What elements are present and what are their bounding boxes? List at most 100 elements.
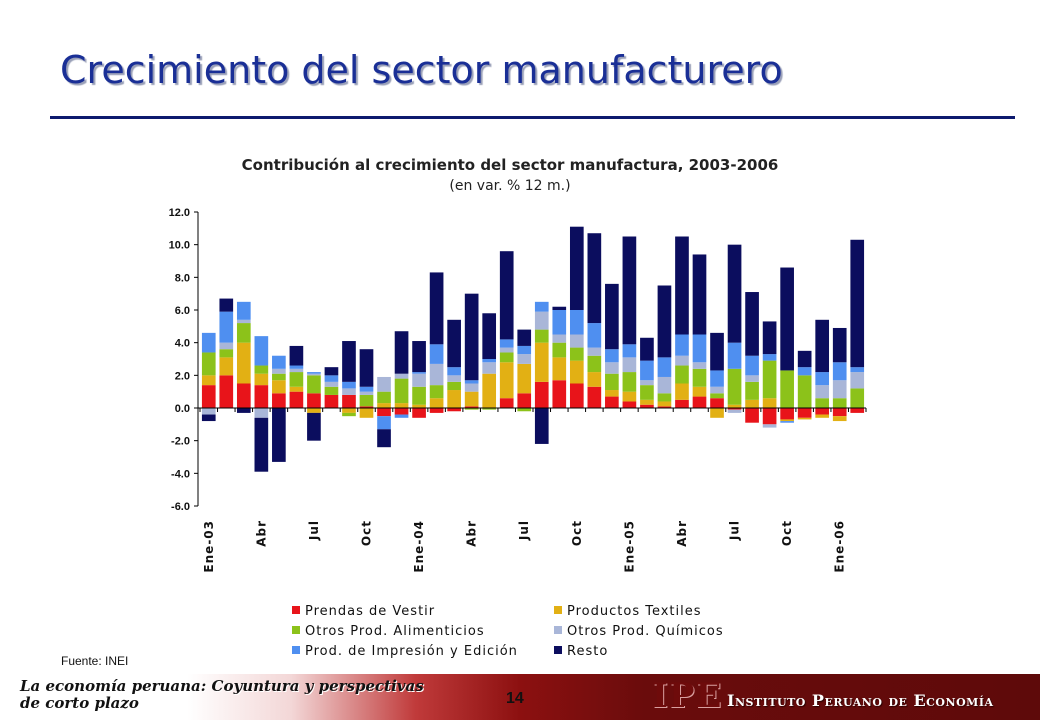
bar-segment-5-3	[236, 301, 251, 320]
legend-label: Prod. de Impresión y Edición	[305, 644, 518, 659]
bar-segment-1-11	[377, 408, 391, 417]
bar-segment-2-15	[447, 390, 461, 408]
bar-segment-3-4	[254, 365, 269, 374]
x-tick-label: Oct	[570, 520, 584, 546]
bar-segment-6-14	[429, 272, 444, 345]
bar-segment-4-2	[219, 342, 234, 350]
x-tick-label: Ene-03	[202, 520, 216, 573]
x-tick-label: Oct	[360, 520, 374, 546]
bar-segment-3-5	[272, 373, 286, 381]
bar-segment-6-6	[289, 345, 304, 366]
bar-segment-4-19	[517, 354, 532, 364]
bar-segment-2-32	[745, 399, 759, 408]
y-tick-label: -6.0	[171, 501, 190, 513]
bar-segment-2-35	[797, 417, 812, 420]
legend-swatch	[292, 626, 300, 634]
bar-segment-6-4	[254, 417, 269, 472]
bar-segment-1-35	[797, 408, 812, 418]
bar-segment-2-25	[622, 391, 637, 402]
bar-segment-6-20	[534, 408, 549, 444]
bar-segment-6-1	[201, 414, 216, 422]
bar-segment-5-19	[517, 345, 532, 355]
bar-segment-1-23	[587, 386, 602, 408]
bar-segment-4-20	[534, 311, 549, 330]
bar-segment-1-28	[675, 399, 689, 408]
bar-segment-3-33	[762, 360, 777, 399]
bar-segment-4-3	[236, 319, 251, 324]
bar-segment-4-28	[675, 355, 689, 366]
bar-segment-1-10	[359, 406, 374, 408]
bar-segment-5-38	[850, 367, 865, 373]
bar-segment-2-28	[675, 383, 689, 400]
bar-segment-5-14	[429, 344, 444, 364]
bar-segment-3-20	[534, 329, 549, 343]
bar-segment-2-31	[727, 404, 742, 408]
bar-segment-3-2	[219, 349, 234, 358]
bar-segment-6-23	[587, 233, 602, 324]
bar-segment-5-33	[762, 354, 777, 361]
bar-segment-3-23	[587, 355, 602, 373]
bar-segment-5-23	[587, 323, 602, 348]
bar-segment-4-9	[342, 388, 356, 395]
bar-segment-2-22	[569, 360, 584, 384]
page-number: 14	[506, 690, 524, 707]
bar-segment-1-32	[745, 408, 759, 423]
bar-segment-1-8	[324, 394, 339, 408]
bar-segment-2-20	[534, 342, 549, 382]
bar-segment-2-18	[499, 362, 514, 399]
bar-segment-6-11	[377, 429, 391, 448]
bar-segment-2-24	[605, 390, 619, 397]
bar-segment-2-12	[394, 403, 409, 408]
bar-segment-1-6	[289, 391, 304, 408]
bar-segment-6-34	[780, 267, 794, 371]
bar-segment-5-2	[219, 311, 234, 343]
bar-segment-2-10	[359, 408, 374, 418]
bar-segment-5-12	[394, 414, 409, 418]
bar-segment-6-35	[797, 350, 812, 368]
bar-segment-4-1	[201, 408, 216, 415]
y-tick-label: 4.0	[175, 338, 190, 350]
bar-segment-1-37	[832, 408, 847, 417]
footer-text: La economía peruana: Coyuntura y perspec…	[20, 677, 424, 712]
legend-swatch	[292, 606, 300, 614]
x-tick-label: Ene-05	[622, 520, 636, 573]
chart-title: Contribución al crecimiento del sector m…	[241, 156, 779, 174]
bar-segment-6-32	[745, 292, 759, 356]
bar-segment-5-27	[657, 357, 672, 377]
bar-segment-2-9	[342, 408, 356, 413]
bar-segment-5-36	[815, 372, 830, 386]
bar-segment-3-14	[429, 385, 444, 399]
bar-segment-1-38	[850, 408, 865, 413]
title-underline	[50, 116, 1015, 119]
bar-segment-4-26	[640, 380, 654, 386]
bar-segment-1-15	[447, 408, 461, 412]
bar-segment-6-19	[517, 329, 532, 346]
slide-title: Crecimiento del sector manufacturero	[60, 48, 783, 92]
legend-swatch	[554, 606, 562, 614]
bar-segment-4-32	[745, 375, 759, 382]
bar-segment-3-13	[412, 386, 426, 405]
bar-segment-1-25	[622, 401, 637, 408]
bar-segment-6-30	[710, 332, 724, 371]
bar-segment-4-38	[850, 372, 865, 389]
bar-segment-2-7	[307, 408, 321, 413]
bar-segment-4-25	[622, 357, 637, 373]
bar-segment-2-23	[587, 372, 602, 387]
bar-segment-2-1	[201, 375, 216, 386]
bar-segment-3-7	[307, 375, 321, 394]
bar-segment-2-27	[657, 401, 672, 407]
y-tick-label: 6.0	[175, 305, 190, 317]
bar-segment-6-33	[762, 321, 777, 355]
bar-segment-3-31	[727, 368, 742, 405]
bar-segment-1-16	[464, 406, 479, 408]
bar-segment-3-29	[692, 368, 707, 387]
legend-item-3: Otros Prod. Alimenticios	[292, 624, 485, 642]
bar-segment-5-18	[499, 339, 514, 348]
bar-segment-5-9	[342, 381, 356, 389]
bar-segment-3-34	[780, 370, 794, 408]
legend-label: Resto	[567, 644, 609, 659]
bar-segment-3-26	[640, 385, 654, 400]
bar-segment-2-34	[780, 419, 794, 422]
bar-segment-3-11	[377, 391, 391, 404]
bar-segment-3-24	[605, 373, 619, 391]
